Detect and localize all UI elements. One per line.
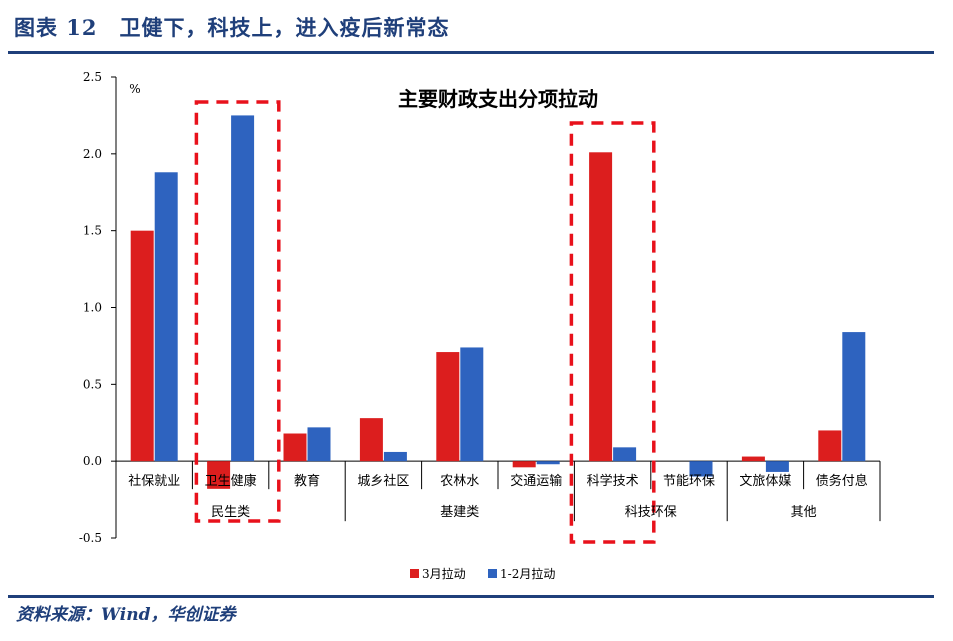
group-label: 其他 bbox=[791, 505, 817, 520]
category-label: 科学技术 bbox=[587, 473, 639, 489]
category-label: 债务付息 bbox=[816, 473, 868, 489]
bar-jan-feb bbox=[613, 447, 637, 462]
y-tick-label: 2.0 bbox=[83, 147, 102, 161]
bar-jan-feb bbox=[536, 461, 560, 465]
category-label: 交通运输 bbox=[510, 473, 562, 489]
y-tick-label: 0.5 bbox=[83, 377, 102, 391]
group-label: 科技环保 bbox=[625, 505, 677, 520]
highlight-box bbox=[194, 100, 281, 523]
chart-title: 主要财政支出分项拉动 bbox=[398, 87, 598, 111]
highlight-box bbox=[569, 121, 656, 544]
header-rule bbox=[8, 51, 934, 54]
chart-legend: 3月拉动 1-2月拉动 bbox=[410, 566, 555, 581]
category-label: 文旅体媒 bbox=[739, 474, 791, 489]
y-tick-label: 2.5 bbox=[83, 70, 102, 84]
bar-jan-feb bbox=[383, 451, 407, 462]
category-label: 教育 bbox=[294, 473, 320, 489]
category-label: 农林水 bbox=[440, 474, 479, 489]
figure-title: 图表 12 卫健下，科技上，进入疫后新常态 bbox=[14, 15, 450, 40]
axis-labels: 2.5 2.0 1.5 1.0 0.5 0.0 -0.5 社保就业 卫生健康 教育 城乡社区 农林水 交… bbox=[79, 70, 868, 545]
bar-jan-feb bbox=[842, 332, 866, 462]
y-tick-label: -0.5 bbox=[79, 531, 102, 545]
group-label: 基建类 bbox=[440, 505, 479, 520]
y-tick-label: 1.5 bbox=[83, 224, 102, 238]
bar-march bbox=[283, 433, 307, 462]
y-unit-label: % bbox=[129, 82, 140, 96]
bar-chart: 2.5 2.0 1.5 1.0 0.5 0.0 -0.5 社保就业 卫生健康 教育 城乡社区 农林水 交… bbox=[79, 70, 881, 581]
source-note: 资料来源：Wind，华创证券 bbox=[16, 605, 236, 625]
category-label: 卫生健康 bbox=[205, 473, 257, 489]
bar-march bbox=[207, 461, 231, 489]
legend-swatch bbox=[488, 569, 497, 578]
bar-jan-feb bbox=[765, 461, 789, 472]
bar-jan-feb bbox=[307, 427, 331, 462]
bar-jan-feb bbox=[154, 172, 178, 462]
bar-march bbox=[741, 456, 765, 462]
bar-jan-feb bbox=[231, 115, 255, 462]
legend-swatch bbox=[410, 569, 419, 578]
group-label: 民生类 bbox=[211, 505, 250, 520]
bar-march bbox=[589, 152, 613, 462]
bar-jan-feb bbox=[689, 461, 713, 477]
bar-marks bbox=[130, 115, 866, 489]
category-label: 节能环保 bbox=[663, 474, 715, 489]
y-tick-label: 1.0 bbox=[83, 301, 102, 315]
legend-label: 1-2月拉动 bbox=[500, 566, 555, 581]
legend-label: 3月拉动 bbox=[422, 566, 466, 581]
footer-rule bbox=[8, 595, 934, 598]
highlight-boxes bbox=[194, 100, 656, 544]
bar-march bbox=[512, 461, 536, 468]
bar-jan-feb bbox=[460, 347, 484, 462]
bar-march bbox=[436, 352, 460, 462]
category-label: 城乡社区 bbox=[357, 473, 409, 489]
bar-march bbox=[818, 430, 842, 462]
y-tick-label: 0.0 bbox=[83, 454, 102, 468]
bar-march bbox=[130, 230, 154, 462]
category-label: 社保就业 bbox=[128, 473, 180, 489]
bar-march bbox=[359, 418, 383, 462]
